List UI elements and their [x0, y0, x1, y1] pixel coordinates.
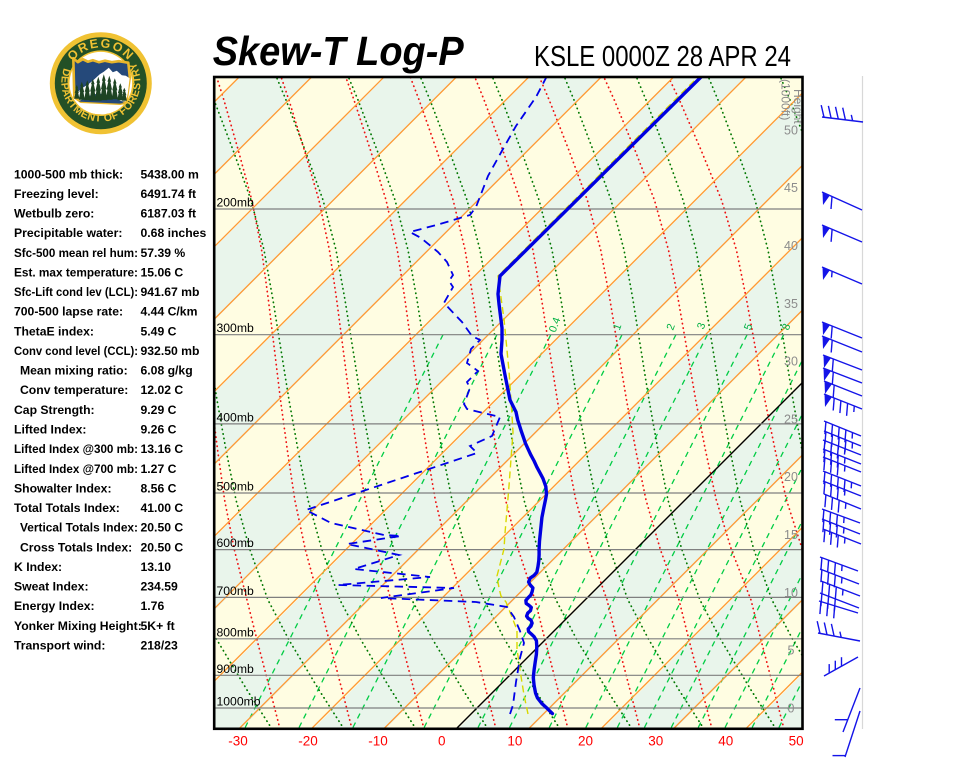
svg-text:5438.00 m: 5438.00 m	[141, 167, 199, 181]
svg-text:932.50 mb: 932.50 mb	[141, 344, 200, 358]
svg-text:0.4: 0.4	[547, 316, 563, 334]
svg-text:0: 0	[788, 701, 795, 715]
svg-text:50: 50	[789, 734, 804, 749]
svg-text:6.08 g/kg: 6.08 g/kg	[141, 364, 193, 378]
svg-text:400mb: 400mb	[217, 410, 254, 424]
svg-text:Lifted Index @300 mb:: Lifted Index @300 mb:	[14, 442, 138, 456]
svg-text:6491.74 ft: 6491.74 ft	[141, 187, 197, 201]
svg-text:K Index:: K Index:	[14, 560, 62, 574]
svg-text:Wetbulb zero:: Wetbulb zero:	[14, 207, 94, 221]
svg-text:KSLE 0000Z 28 APR 24: KSLE 0000Z 28 APR 24	[534, 41, 791, 73]
svg-text:941.67 mb: 941.67 mb	[141, 285, 200, 299]
svg-text:Conv temperature:: Conv temperature:	[20, 383, 128, 397]
svg-text:30: 30	[784, 355, 798, 369]
svg-text:Mean mixing ratio:: Mean mixing ratio:	[20, 364, 128, 378]
svg-text:20: 20	[578, 734, 593, 749]
svg-text:1: 1	[611, 322, 624, 332]
svg-text:-10: -10	[368, 734, 388, 749]
svg-text:500mb: 500mb	[217, 480, 254, 494]
svg-text:Lifted Index @700 mb:: Lifted Index @700 mb:	[14, 462, 138, 476]
svg-text:45: 45	[784, 181, 798, 195]
svg-text:Sfc-500 mean rel hum:: Sfc-500 mean rel hum:	[14, 246, 138, 260]
svg-text:6187.03 ft: 6187.03 ft	[141, 207, 197, 221]
svg-text:Sfc-Lift cond lev (LCL):: Sfc-Lift cond lev (LCL):	[14, 285, 138, 299]
svg-text:700mb: 700mb	[217, 584, 254, 598]
svg-text:1000-500 mb thick:: 1000-500 mb thick:	[14, 167, 123, 181]
svg-text:50: 50	[784, 123, 798, 137]
svg-text:Est. max temperature:: Est. max temperature:	[14, 265, 138, 279]
svg-text:10: 10	[784, 586, 798, 600]
svg-text:(1000ft): (1000ft)	[779, 79, 793, 120]
svg-text:25: 25	[784, 412, 798, 426]
svg-text:5K+ ft: 5K+ ft	[141, 619, 175, 633]
svg-text:9.29 C: 9.29 C	[141, 403, 177, 417]
svg-text:200mb: 200mb	[217, 196, 254, 210]
svg-text:13.10: 13.10	[141, 560, 172, 574]
svg-text:41.00 C: 41.00 C	[141, 501, 184, 515]
svg-text:Total Totals Index:: Total Totals Index:	[14, 501, 120, 515]
svg-text:0: 0	[438, 734, 446, 749]
svg-text:20.50 C: 20.50 C	[141, 521, 184, 535]
svg-text:30: 30	[648, 734, 663, 749]
svg-text:3: 3	[695, 321, 708, 331]
svg-text:20: 20	[784, 470, 798, 484]
svg-text:-30: -30	[228, 734, 248, 749]
svg-text:Yonker Mixing Height:: Yonker Mixing Height:	[14, 619, 142, 633]
svg-text:Energy Index:: Energy Index:	[14, 599, 95, 613]
svg-text:800mb: 800mb	[217, 625, 254, 639]
svg-text:-20: -20	[298, 734, 318, 749]
svg-text:10: 10	[507, 734, 522, 749]
svg-text:8: 8	[780, 322, 793, 332]
svg-text:40: 40	[718, 734, 733, 749]
svg-text:9.26 C: 9.26 C	[141, 423, 177, 437]
svg-text:0.68 inches: 0.68 inches	[141, 226, 207, 240]
svg-text:Skew-T Log-P: Skew-T Log-P	[213, 28, 465, 74]
svg-text:Showalter Index:: Showalter Index:	[14, 481, 112, 495]
svg-text:Precipitable water:: Precipitable water:	[14, 226, 122, 240]
svg-text:5: 5	[788, 644, 795, 658]
svg-text:218/23: 218/23	[141, 638, 178, 652]
svg-text:Lifted Index:: Lifted Index:	[14, 423, 86, 437]
svg-text:ThetaE index:: ThetaE index:	[14, 324, 94, 338]
svg-text:Sweat Index:: Sweat Index:	[14, 580, 89, 594]
svg-text:600mb: 600mb	[217, 536, 254, 550]
svg-text:Conv cond level (CCL):: Conv cond level (CCL):	[14, 344, 138, 358]
svg-text:234.59: 234.59	[141, 580, 178, 594]
svg-text:5.49 C: 5.49 C	[141, 324, 177, 338]
svg-text:35: 35	[784, 297, 798, 311]
svg-text:15.06 C: 15.06 C	[141, 265, 184, 279]
svg-text:Cross Totals Index:: Cross Totals Index:	[20, 540, 132, 554]
svg-text:1000mb: 1000mb	[217, 695, 261, 709]
svg-text:13.16 C: 13.16 C	[141, 442, 184, 456]
svg-text:300mb: 300mb	[217, 321, 254, 335]
svg-text:700-500 lapse rate:: 700-500 lapse rate:	[14, 305, 123, 319]
svg-text:900mb: 900mb	[217, 662, 254, 676]
svg-text:2: 2	[665, 322, 678, 332]
svg-text:Cap Strength:: Cap Strength:	[14, 403, 95, 417]
svg-text:1.27 C: 1.27 C	[141, 462, 177, 476]
svg-text:57.39 %: 57.39 %	[141, 246, 186, 260]
svg-text:8.56 C: 8.56 C	[141, 481, 177, 495]
svg-text:15: 15	[784, 528, 798, 542]
svg-text:12.02 C: 12.02 C	[141, 383, 184, 397]
svg-text:1.76: 1.76	[141, 599, 165, 613]
svg-text:Transport wind:: Transport wind:	[14, 638, 105, 652]
svg-text:Vertical Totals Index:: Vertical Totals Index:	[20, 521, 138, 535]
svg-text:4.44 C/km: 4.44 C/km	[141, 305, 198, 319]
svg-text:Freezing level:: Freezing level:	[14, 187, 99, 201]
svg-text:5: 5	[742, 322, 755, 332]
svg-text:40: 40	[784, 239, 798, 253]
svg-text:20.50 C: 20.50 C	[141, 540, 184, 554]
